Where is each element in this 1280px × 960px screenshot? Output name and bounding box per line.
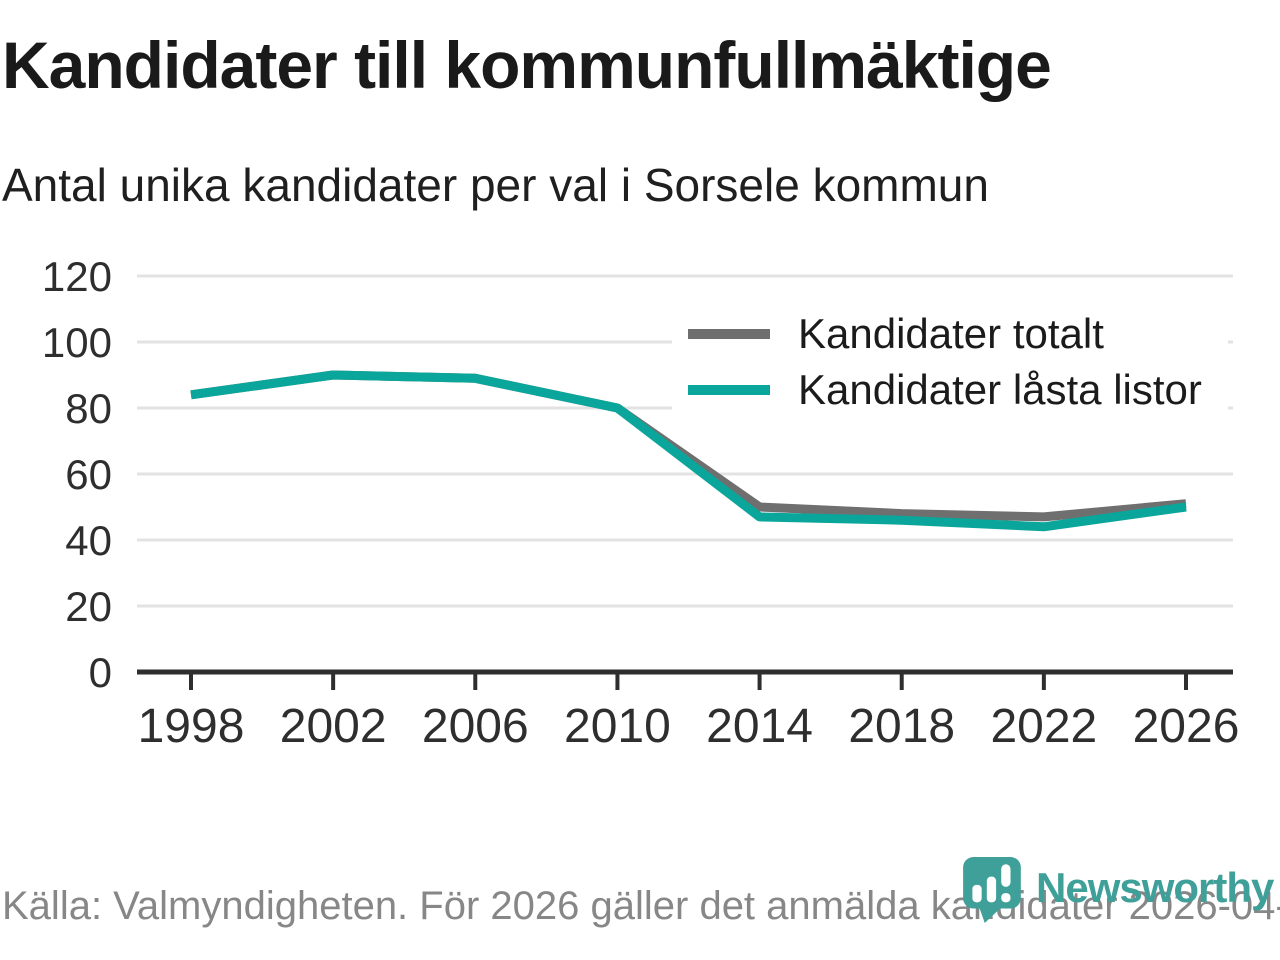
x-tick-label: 1998: [138, 700, 245, 753]
y-tick-label: 120: [42, 253, 112, 300]
page-subtitle: Antal unika kandidater per val i Sorsele…: [2, 159, 989, 211]
y-tick-label: 60: [65, 451, 112, 498]
legend-swatch-locked: [688, 385, 770, 395]
y-tick-label: 20: [65, 583, 112, 630]
source-note: Källa: Valmyndigheten. För 2026 gäller d…: [2, 884, 1280, 928]
x-tick-label: 2006: [422, 700, 529, 753]
x-tick-label: 2018: [848, 700, 955, 753]
newsworthy-wordmark: Newsworthy: [1036, 864, 1274, 911]
x-tick-label: 2014: [706, 700, 813, 753]
y-tick-label: 40: [65, 517, 112, 564]
y-tick-label: 80: [65, 385, 112, 432]
legend-label-locked: Kandidater låsta listor: [798, 366, 1202, 413]
y-tick-label: 100: [42, 319, 112, 366]
newsworthy-pin-icon: [963, 857, 1021, 923]
legend-swatch-total: [688, 329, 770, 339]
legend-item-total: Kandidater totalt: [688, 310, 1202, 358]
x-tick-label: 2002: [280, 700, 387, 753]
x-tick-label: 2022: [990, 700, 1097, 753]
newsworthy-logo: Newsworthy: [962, 856, 1274, 924]
x-tick-label: 2010: [564, 700, 671, 753]
page-title: Kandidater till kommunfullmäktige: [2, 28, 1052, 102]
chart-legend: Kandidater totalt Kandidater låsta listo…: [672, 304, 1228, 420]
series-line-1: [190, 370, 1187, 532]
x-tick-label: 2026: [1133, 700, 1240, 753]
legend-item-locked: Kandidater låsta listor: [688, 366, 1202, 414]
legend-label-total: Kandidater totalt: [798, 310, 1104, 357]
y-tick-label: 0: [89, 649, 112, 696]
